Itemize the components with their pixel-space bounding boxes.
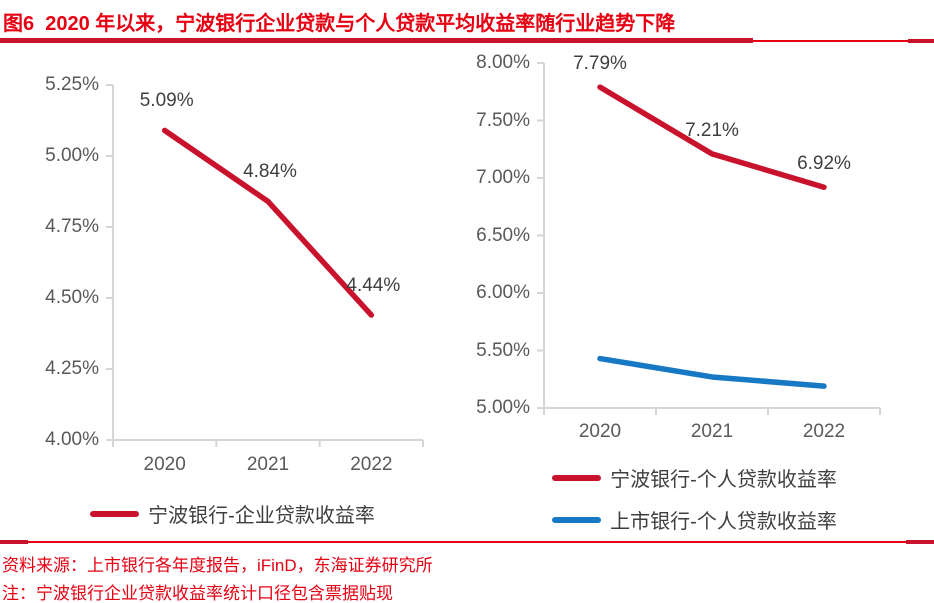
y-axis-tick-label: 4.00% bbox=[45, 429, 99, 450]
data-label: 7.21% bbox=[685, 119, 739, 141]
top-divider bbox=[0, 38, 934, 43]
bottom-divider-thick-right bbox=[906, 540, 934, 544]
x-axis-tick-label: 2021 bbox=[246, 454, 290, 475]
data-label: 4.84% bbox=[243, 161, 297, 183]
y-axis-tick-label: 6.50% bbox=[476, 224, 530, 246]
y-axis-tick-label: 4.50% bbox=[45, 287, 99, 308]
legend-item: 宁波银行-个人贷款收益率 bbox=[552, 463, 837, 492]
top-divider-thick-right bbox=[908, 39, 934, 43]
legend-item-label: 宁波银行-个人贷款收益率 bbox=[610, 469, 837, 491]
data-label: 6.92% bbox=[797, 153, 851, 175]
top-divider-thin bbox=[753, 40, 908, 42]
legend-item: 上市银行-个人贷款收益率 bbox=[552, 505, 837, 534]
data-label: 4.44% bbox=[346, 275, 401, 297]
figure-title: 图6 2020 年以来，宁波银行企业贷款与个人贷款平均收益率随行业趋势下降 bbox=[3, 13, 676, 35]
y-axis-tick-label: 7.50% bbox=[476, 109, 530, 131]
legend: 宁波银行-企业贷款收益率 bbox=[15, 499, 450, 528]
bottom-divider-thin bbox=[28, 541, 906, 543]
source-note: 资料来源：上市银行各年度报告，iFinD，东海证券研究所 bbox=[2, 556, 433, 575]
y-axis-tick-label: 5.00% bbox=[476, 397, 530, 418]
x-axis-tick-label: 2021 bbox=[690, 421, 734, 442]
legend-item-label: 上市银行-个人贷款收益率 bbox=[610, 511, 837, 533]
bottom-divider bbox=[0, 540, 934, 544]
chart-personal-loan-yield: 8.00% 7.50% 7.00% 6.50% 6.00% 5.50% 5.00% 2020 2… bbox=[455, 50, 934, 533]
chart-corporate-loan-yield: 5.25% 5.00% 4.75% 4.50% 4.25% 4.00% 2020 2021 20… bbox=[15, 55, 450, 530]
y-axis-tick-label: 5.00% bbox=[45, 145, 99, 166]
y-axis-tick-label: 8.00% bbox=[476, 52, 530, 73]
data-label: 7.79% bbox=[573, 53, 627, 75]
legend: 宁波银行-个人贷款收益率 上市银行-个人贷款收益率 bbox=[455, 463, 934, 534]
x-axis-tick-label: 2022 bbox=[802, 421, 846, 442]
series-line-1 bbox=[597, 355, 827, 389]
x-axis-tick-label: 2020 bbox=[578, 421, 622, 442]
x-axis-tick-label: 2022 bbox=[350, 454, 393, 475]
series-line-0 bbox=[597, 84, 827, 190]
top-divider-thick-left bbox=[0, 38, 753, 43]
y-axis-tick-label: 4.25% bbox=[45, 358, 99, 379]
plot-canvas bbox=[106, 84, 424, 447]
plot-canvas bbox=[537, 62, 881, 415]
bottom-divider-thick-left bbox=[0, 540, 28, 544]
legend-swatch-icon bbox=[552, 516, 602, 523]
footnote: 注：宁波银行企业贷款收益率统计口径包含票据贴现 bbox=[2, 584, 393, 603]
y-axis-tick-label: 7.00% bbox=[476, 167, 530, 188]
y-axis-tick-label: 4.75% bbox=[45, 216, 99, 237]
y-axis-tick-label: 5.50% bbox=[476, 339, 530, 361]
legend-item-label: 宁波银行-企业贷款收益率 bbox=[148, 505, 375, 527]
legend-swatch-icon bbox=[90, 510, 140, 517]
x-axis-tick-label: 2020 bbox=[143, 454, 186, 475]
data-label: 5.09% bbox=[139, 90, 194, 112]
y-axis-tick-label: 6.00% bbox=[476, 282, 530, 303]
legend-item: 宁波银行-企业贷款收益率 bbox=[90, 499, 375, 528]
legend-swatch-icon bbox=[552, 474, 602, 481]
series-line-0 bbox=[161, 127, 375, 318]
y-axis-tick-label: 5.25% bbox=[45, 74, 99, 95]
